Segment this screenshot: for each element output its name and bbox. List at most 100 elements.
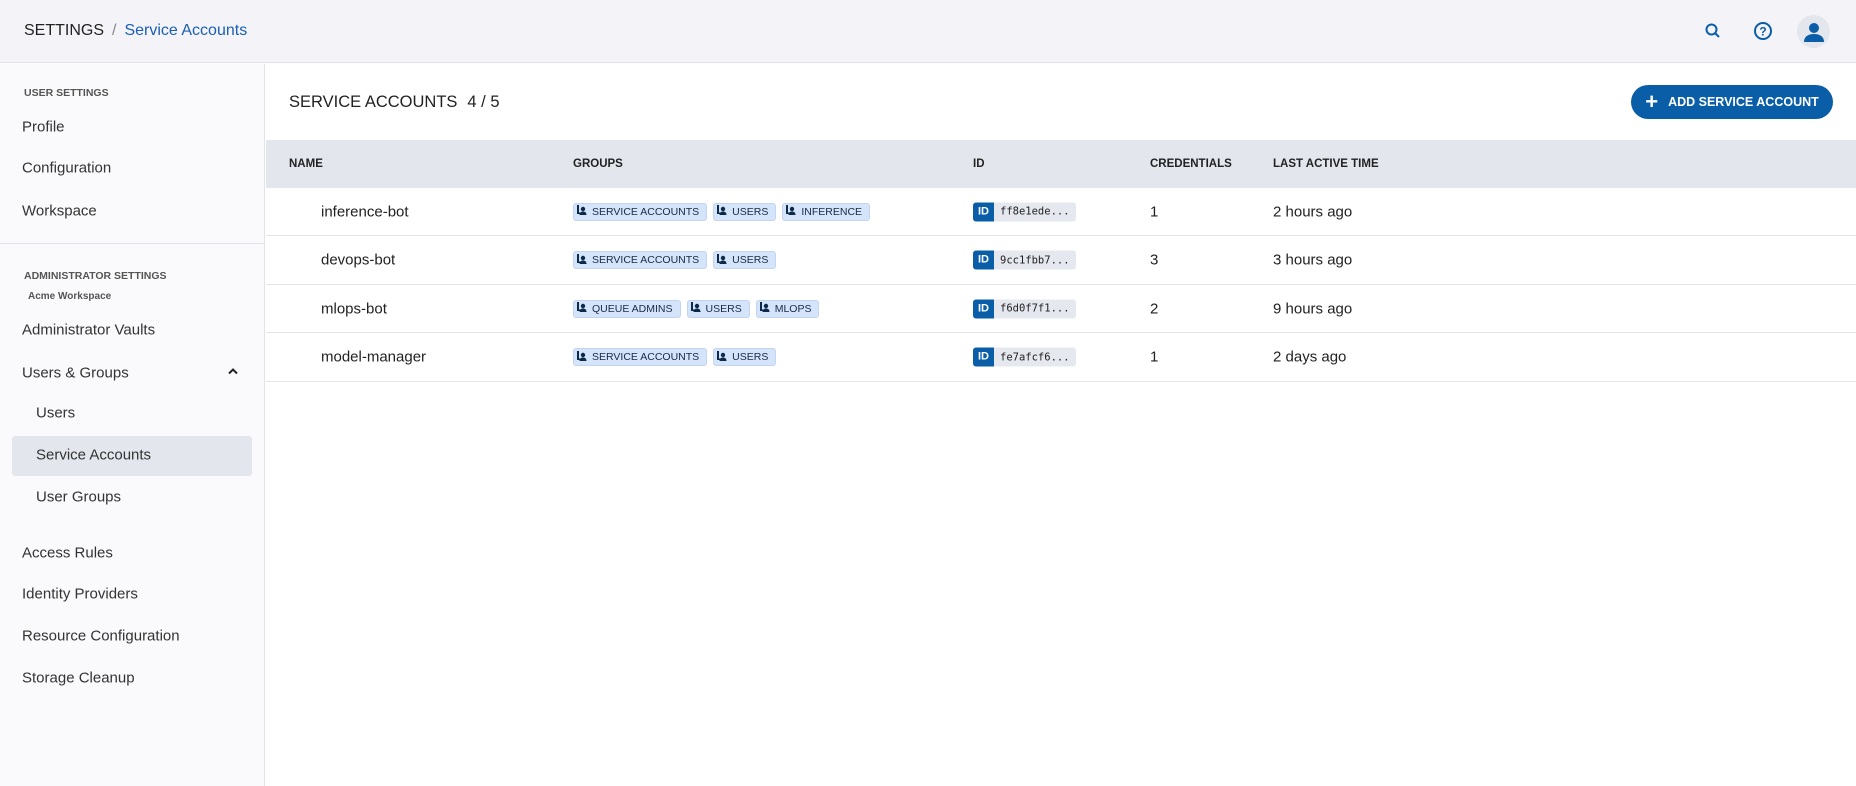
id-badge[interactable]: ID f6d0f7f1...: [973, 299, 1076, 318]
sidebar-divider: [0, 243, 265, 244]
sidebar-item-resource-configuration[interactable]: Resource Configuration: [22, 627, 180, 645]
table-header: NAME GROUPS ID CREDENTIALS LAST ACTIVE T…: [266, 140, 1856, 188]
main-content: SERVICE ACCOUNTS 4 / 5 + ADD SERVICE ACCO…: [266, 64, 1856, 786]
group-icon: [690, 301, 702, 316]
group-label: QUEUE ADMINS: [592, 302, 673, 315]
account-name[interactable]: model-manager: [321, 348, 427, 366]
group-chip: USERS: [686, 299, 750, 318]
col-last-active[interactable]: LAST ACTIVE TIME: [1273, 158, 1379, 170]
user-settings-heading: USER SETTINGS: [24, 87, 109, 99]
sidebar-item-profile[interactable]: Profile: [22, 118, 65, 136]
group-label: MLOPS: [774, 302, 812, 315]
group-label: SERVICE ACCOUNTS: [592, 205, 700, 218]
add-button-label: ADD SERVICE ACCOUNT: [1668, 95, 1819, 109]
group-icon: [785, 204, 797, 219]
sidebar-item-configuration[interactable]: Configuration: [22, 159, 112, 177]
id-tag: ID: [973, 299, 994, 318]
table-row[interactable]: inference-bot SERVICE ACCOUNTS USERS INFER…: [266, 188, 1856, 236]
add-service-account-button[interactable]: + ADD SERVICE ACCOUNT: [1631, 85, 1833, 119]
group-chip: SERVICE ACCOUNTS: [573, 348, 708, 366]
credentials-count: 1: [1150, 348, 1159, 366]
account-name[interactable]: devops-bot: [321, 251, 396, 269]
group-icon: [716, 204, 728, 219]
table-row[interactable]: mlops-bot QUEUE ADMINS USERS MLOPS ID f6d0f…: [266, 285, 1856, 333]
last-active-time: 9 hours ago: [1273, 300, 1353, 317]
credentials-count: 2: [1150, 300, 1159, 317]
breadcrumb-settings[interactable]: SETTINGS: [24, 22, 105, 39]
breadcrumb-current: Service Accounts: [124, 22, 248, 39]
group-chip: USERS: [713, 348, 777, 366]
col-id[interactable]: ID: [973, 158, 985, 170]
group-list: QUEUE ADMINS USERS MLOPS: [573, 299, 820, 318]
group-icon: [576, 301, 588, 316]
id-badge[interactable]: ID fe7afcf6...: [973, 347, 1076, 367]
account-name[interactable]: mlops-bot: [321, 300, 387, 317]
sidebar-item-administrator-vaults[interactable]: Administrator Vaults: [22, 321, 156, 339]
group-label: INFERENCE: [801, 205, 863, 218]
credentials-count: 1: [1150, 203, 1159, 220]
group-chip: MLOPS: [755, 299, 820, 318]
group-list: SERVICE ACCOUNTS USERS: [573, 251, 777, 269]
group-icon: [576, 253, 588, 268]
group-icon: [576, 350, 588, 365]
col-name[interactable]: NAME: [289, 158, 323, 170]
id-tag: ID: [973, 202, 994, 221]
sidebar-item-users[interactable]: Users: [36, 404, 76, 422]
id-badge[interactable]: ID 9cc1fbb7...: [973, 250, 1076, 270]
group-label: USERS: [705, 302, 742, 315]
sidebar-item-user-groups[interactable]: User Groups: [36, 488, 122, 506]
group-chip: USERS: [713, 202, 777, 221]
group-chip: SERVICE ACCOUNTS: [573, 202, 708, 221]
workspace-name: Acme Workspace: [28, 291, 112, 302]
help-icon[interactable]: ?: [1750, 18, 1776, 44]
group-chip: SERVICE ACCOUNTS: [573, 251, 708, 269]
id-value: 9cc1fbb7...: [1000, 254, 1070, 266]
user-icon: [1803, 22, 1824, 42]
sidebar-item-service-accounts[interactable]: Service Accounts: [36, 446, 152, 464]
avatar[interactable]: [1797, 15, 1830, 48]
id-badge[interactable]: ID ff8e1ede...: [973, 202, 1076, 221]
sidebar-item-storage-cleanup[interactable]: Storage Cleanup: [22, 669, 135, 687]
id-tag: ID: [973, 347, 994, 367]
group-icon: [576, 204, 588, 219]
group-icon: [759, 301, 771, 316]
chevron-up-icon: [228, 368, 238, 375]
group-chip: INFERENCE: [782, 202, 871, 221]
last-active-time: 2 hours ago: [1273, 203, 1353, 220]
id-value: ff8e1ede...: [1000, 205, 1070, 218]
search-icon[interactable]: [1700, 18, 1726, 44]
page-title: SERVICE ACCOUNTS 4 / 5: [289, 93, 500, 112]
group-list: SERVICE ACCOUNTS USERS INFERENCE: [573, 202, 871, 221]
table-row[interactable]: model-manager SERVICE ACCOUNTS USERS ID fe…: [266, 334, 1856, 382]
sidebar-item-access-rules[interactable]: Access Rules: [22, 544, 113, 562]
account-name[interactable]: inference-bot: [321, 203, 409, 220]
group-label: SERVICE ACCOUNTS: [592, 254, 700, 266]
group-list: SERVICE ACCOUNTS USERS: [573, 348, 777, 366]
sidebar: USER SETTINGS Profile Configuration Work…: [0, 64, 265, 786]
svg-text:?: ?: [1759, 25, 1766, 39]
plus-icon: +: [1645, 89, 1659, 114]
selected-highlight: [12, 436, 252, 476]
users-groups-label: Users & Groups: [22, 364, 129, 382]
group-label: USERS: [732, 254, 769, 266]
id-value: f6d0f7f1...: [1000, 302, 1070, 315]
group-label: USERS: [732, 205, 769, 218]
last-active-time: 2 days ago: [1273, 348, 1347, 366]
id-tag: ID: [973, 250, 994, 270]
group-icon: [716, 253, 728, 268]
admin-settings-heading: ADMINISTRATOR SETTINGS: [24, 270, 167, 282]
breadcrumb-separator: /: [112, 22, 117, 39]
table-row[interactable]: devops-bot SERVICE ACCOUNTS USERS ID 9cc1f…: [266, 237, 1856, 285]
group-icon: [716, 350, 728, 365]
sidebar-item-users-groups[interactable]: Users & Groups: [22, 365, 240, 382]
top-bar: SETTINGS / Service Accounts ?: [0, 0, 1856, 63]
last-active-time: 3 hours ago: [1273, 251, 1353, 269]
sidebar-item-identity-providers[interactable]: Identity Providers: [22, 585, 138, 603]
sidebar-item-workspace[interactable]: Workspace: [22, 202, 97, 220]
group-chip: USERS: [713, 251, 777, 269]
col-groups[interactable]: GROUPS: [573, 158, 623, 170]
credentials-count: 3: [1150, 251, 1159, 269]
col-credentials[interactable]: CREDENTIALS: [1150, 158, 1232, 170]
group-chip: QUEUE ADMINS: [573, 299, 681, 318]
id-value: fe7afcf6...: [1000, 351, 1070, 363]
